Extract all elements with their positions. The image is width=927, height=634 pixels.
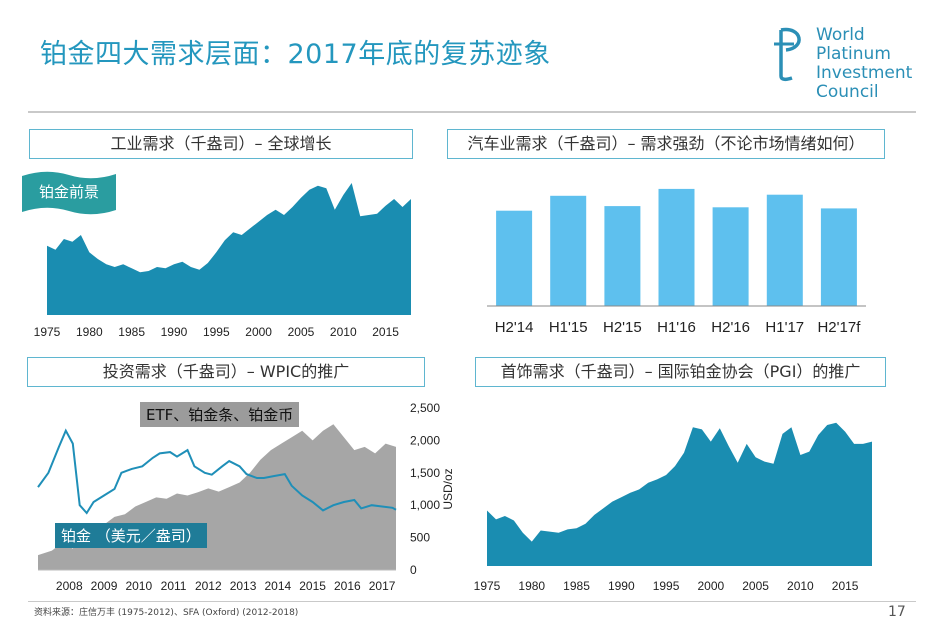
auto-x-tick-2: H2'15: [603, 319, 642, 336]
investment-y-tick-4: 2,000: [410, 433, 440, 447]
auto-bar-3: [658, 188, 695, 306]
jewellery-x-tick-1: 1980: [518, 579, 545, 593]
jewellery-x-tick-7: 2010: [787, 579, 814, 593]
auto-bar-6: [820, 208, 857, 306]
platinum-price-label: 铂金 （美元／盎司）: [55, 523, 207, 548]
investment-y-tick-3: 1,500: [410, 466, 440, 480]
jewellery-x-tick-0: 1975: [474, 579, 501, 593]
jewellery-panel-header: 首饰需求（千盎司）– 国际铂金协会（PGI）的推广: [475, 357, 886, 387]
industrial-x-tick-1: 1980: [76, 325, 103, 339]
investment-x-tick-4: 2012: [195, 579, 222, 593]
investment-x-tick-3: 2011: [161, 579, 187, 593]
industrial-x-tick-0: 1975: [34, 325, 61, 339]
investment-x-tick-5: 2013: [230, 579, 257, 593]
investment-etf-area: [38, 424, 396, 570]
investment-y-tick-5: 2,500: [410, 401, 440, 415]
industrial-panel-header: 工业需求（千盎司）– 全球增长: [29, 129, 413, 159]
investment-y-tick-1: 500: [410, 531, 430, 545]
wpic-logo-mark: [774, 27, 801, 82]
auto-x-tick-4: H2'16: [711, 319, 750, 336]
jewellery-title: 首饰需求（千盎司）– 国际铂金协会（PGI）的推广: [500, 362, 861, 381]
auto-title: 汽车业需求（千盎司）– 需求强劲（不论市场情绪如何）: [467, 134, 865, 153]
jewellery-x-tick-5: 2000: [697, 579, 724, 593]
investment-y-label: USD/oz: [441, 468, 455, 509]
investment-x-tick-1: 2009: [91, 579, 118, 593]
auto-x-tick-6: H2'17f: [817, 319, 861, 336]
industrial-x-tick-5: 2000: [245, 325, 272, 339]
industrial-x-tick-2: 1985: [118, 325, 145, 339]
wpic-logo: World Platinum Investment Council: [772, 24, 912, 102]
footer-divider: [28, 601, 916, 602]
auto-bar-4: [712, 207, 749, 306]
investment-x-tick-7: 2015: [299, 579, 326, 593]
industrial-x-tick-8: 2015: [372, 325, 399, 339]
platinum-outlook-badge: 铂金前景: [22, 170, 116, 216]
auto-bar-5: [766, 194, 803, 306]
logo-line-4: Council: [816, 82, 879, 102]
investment-panel-header: 投资需求（千盎司）– WPIC的推广: [27, 357, 425, 387]
jewellery-x-tick-3: 1990: [608, 579, 635, 593]
jewellery-x-tick-4: 1995: [653, 579, 680, 593]
etf-bar-coin-label: ETF、铂金条、铂金币: [140, 402, 300, 427]
logo-text: World Platinum Investment Council: [816, 26, 912, 102]
title-divider: [28, 111, 916, 113]
badge-label: 铂金前景: [38, 183, 99, 201]
investment-x-tick-2: 2010: [125, 579, 152, 593]
auto-x-tick-5: H1'17: [765, 319, 804, 336]
investment-y-tick-0: 0: [410, 563, 417, 577]
slide-title: 铂金四大需求层面：2017年底的复苏迹象: [40, 39, 551, 70]
industrial-x-tick-6: 2005: [288, 325, 315, 339]
industrial-x-tick-4: 1995: [203, 325, 230, 339]
investment-price-line: [37, 428, 397, 515]
jewellery-x-tick-6: 2005: [742, 579, 769, 593]
auto-x-tick-3: H1'16: [657, 319, 696, 336]
logo-line-3: Investment: [816, 63, 913, 83]
investment-x-tick-8: 2016: [334, 579, 361, 593]
investment-x-tick-6: 2014: [264, 579, 291, 593]
auto-panel-header: 汽车业需求（千盎司）– 需求强劲（不论市场情绪如何）: [447, 129, 885, 159]
auto-bar-1: [550, 195, 587, 306]
industrial-x-tick-3: 1990: [161, 325, 188, 339]
auto-x-tick-0: H2'14: [495, 319, 534, 336]
jewellery-x-tick-2: 1985: [563, 579, 590, 593]
page-number: 17: [888, 604, 906, 620]
investment-y-tick-2: 1,000: [410, 498, 440, 512]
jewellery-x-tick-8: 2015: [832, 579, 859, 593]
investment-title: 投资需求（千盎司）– WPIC的推广: [102, 362, 350, 381]
auto-bar-2: [604, 206, 641, 306]
jewellery-demand-area: [487, 422, 872, 566]
industrial-title: 工业需求（千盎司）– 全球增长: [110, 134, 332, 153]
badge-shape: [22, 171, 116, 215]
logo-line-2: Platinum: [816, 44, 891, 64]
industrial-demand-area: [47, 183, 411, 315]
industrial-x-tick-7: 2010: [330, 325, 357, 339]
logo-line-1: World: [816, 25, 865, 45]
investment-x-tick-0: 2008: [56, 579, 83, 593]
auto-bar-0: [496, 210, 533, 306]
auto-x-tick-1: H1'15: [549, 319, 588, 336]
source-note: 资料来源：庄信万丰 (1975-2012)、SFA (Oxford) (2012…: [34, 608, 299, 618]
investment-x-tick-9: 2017: [369, 579, 396, 593]
